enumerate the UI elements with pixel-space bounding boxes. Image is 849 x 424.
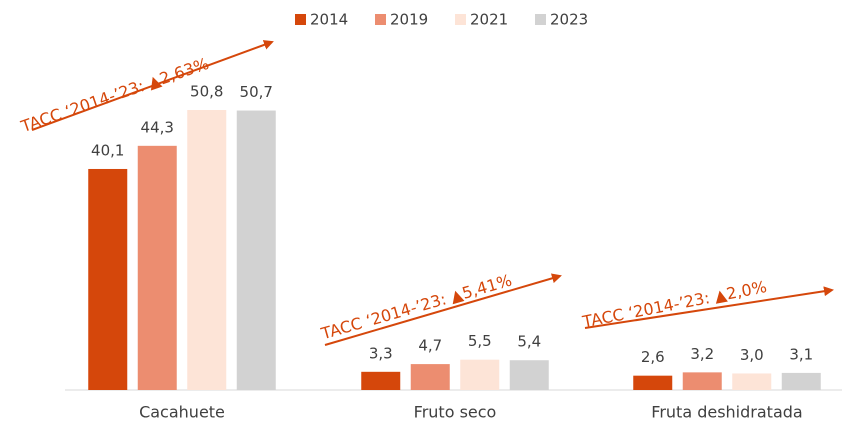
legend-label: 2019 — [390, 11, 428, 29]
bar — [236, 110, 276, 390]
bar — [460, 359, 500, 390]
data-label: 40,1 — [91, 141, 124, 159]
legend-swatch — [375, 14, 386, 25]
x-tick-label: Fruta deshidratada — [651, 403, 802, 422]
data-label: 3,1 — [789, 345, 813, 363]
bar — [732, 373, 772, 390]
data-label: 44,3 — [141, 118, 174, 136]
arrow — [324, 273, 562, 346]
bar — [410, 364, 450, 390]
bar — [781, 372, 821, 390]
data-label: 50,7 — [240, 83, 273, 101]
data-label: 5,5 — [468, 332, 492, 350]
data-label: 2,6 — [641, 348, 665, 366]
bar — [633, 375, 673, 390]
bar — [137, 145, 177, 390]
legend-label: 2021 — [470, 11, 508, 29]
bar — [187, 110, 227, 390]
x-tick-label: Cacahuete — [139, 403, 225, 422]
data-label: 3,0 — [740, 346, 764, 364]
data-label: 3,3 — [369, 344, 393, 362]
bar — [88, 168, 128, 390]
bar — [509, 360, 549, 390]
legend-swatch — [455, 14, 466, 25]
arrow — [31, 40, 274, 131]
data-label: 50,8 — [190, 83, 223, 101]
bar — [361, 371, 401, 390]
legend-label: 2023 — [550, 11, 588, 29]
legend-label: 2014 — [310, 11, 348, 29]
data-label: 3,2 — [690, 345, 714, 363]
data-label: 4,7 — [418, 337, 442, 355]
annotation: TACC ‘2014-’23: ▲2,63% — [18, 54, 212, 137]
x-tick-label: Fruto seco — [414, 403, 497, 422]
bar — [682, 372, 722, 390]
legend-swatch — [535, 14, 546, 25]
data-label: 5,4 — [517, 333, 541, 351]
legend-swatch — [295, 14, 306, 25]
arrow — [584, 286, 834, 329]
